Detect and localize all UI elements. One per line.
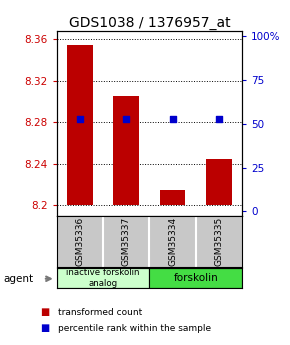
Bar bbox=[113, 96, 139, 205]
Text: ■: ■ bbox=[41, 307, 50, 317]
Text: percentile rank within the sample: percentile rank within the sample bbox=[58, 324, 211, 333]
Bar bbox=[160, 190, 185, 205]
Text: ■: ■ bbox=[41, 324, 50, 333]
Point bbox=[170, 116, 175, 122]
Title: GDS1038 / 1376957_at: GDS1038 / 1376957_at bbox=[68, 16, 230, 30]
Point bbox=[77, 116, 82, 122]
Text: GSM35334: GSM35334 bbox=[168, 217, 177, 266]
Point bbox=[124, 116, 128, 122]
Text: inactive forskolin
analog: inactive forskolin analog bbox=[66, 268, 140, 288]
Point bbox=[217, 116, 221, 122]
Text: GSM35335: GSM35335 bbox=[214, 217, 224, 266]
Text: agent: agent bbox=[3, 274, 33, 284]
Text: forskolin: forskolin bbox=[173, 273, 218, 283]
Bar bbox=[57, 268, 149, 288]
Bar bbox=[149, 268, 242, 288]
Text: GSM35336: GSM35336 bbox=[75, 217, 84, 266]
Bar bbox=[206, 159, 232, 205]
Bar bbox=[67, 45, 93, 205]
Text: GSM35337: GSM35337 bbox=[122, 217, 131, 266]
Text: transformed count: transformed count bbox=[58, 308, 142, 317]
